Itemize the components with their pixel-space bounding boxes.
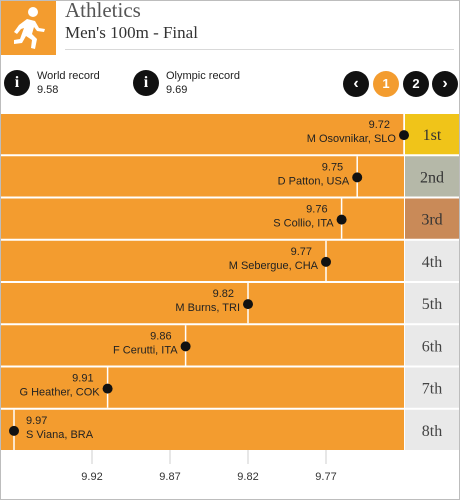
athlete-label: M Burns, TRI	[175, 302, 240, 314]
page-1-button[interactable]: 1	[373, 71, 399, 97]
time-marker-dot	[243, 299, 253, 310]
time-marker-dot	[399, 130, 409, 141]
info-icon[interactable]: i	[133, 70, 159, 96]
time-marker-dot	[102, 383, 113, 394]
axis-tick-label: 9.92	[81, 471, 102, 483]
result-bar	[1, 325, 404, 366]
place-label: 8th	[422, 423, 442, 440]
result-bar	[1, 409, 404, 450]
place-label: 5th	[422, 296, 442, 313]
header-divider	[65, 49, 454, 50]
result-bar	[1, 240, 404, 281]
athlete-label: S Viana, BRA	[26, 429, 94, 441]
time-label: 9.72	[369, 119, 390, 131]
olympic-record-label: Olympic record	[166, 70, 240, 82]
place-label: 7th	[422, 381, 442, 398]
prev-page-button[interactable]: ‹	[343, 71, 369, 97]
time-label: 9.91	[72, 373, 93, 385]
axis-tick-label: 9.77	[315, 471, 336, 483]
next-page-button[interactable]: ›	[432, 71, 458, 97]
place-badge	[405, 240, 459, 281]
place-badge	[405, 283, 459, 324]
place-label: 2nd	[420, 169, 444, 186]
athlete-label: M Sebergue, CHA	[229, 260, 319, 272]
place-label: 4th	[422, 254, 442, 271]
time-label: 9.77	[291, 246, 312, 258]
info-icon[interactable]: i	[4, 70, 30, 96]
axis-tick-label: 9.87	[159, 471, 180, 483]
place-label: 1st	[423, 127, 442, 144]
time-label: 9.82	[213, 288, 234, 300]
header: Athletics Men's 100m - Final	[0, 0, 460, 58]
place-badge	[405, 156, 459, 197]
place-badge	[405, 114, 459, 155]
axis-tick-label: 9.82	[237, 471, 258, 483]
runner-icon	[1, 1, 56, 55]
place-label: 3rd	[421, 212, 442, 229]
olympic-record-value: 9.69	[166, 84, 188, 96]
world-record-label: World record	[37, 70, 100, 82]
time-marker-dot	[9, 425, 19, 436]
time-marker-dot	[336, 214, 347, 225]
time-label: 9.86	[150, 330, 171, 342]
result-bar	[1, 283, 404, 324]
time-label: 9.76	[306, 204, 327, 216]
athlete-label: F Cerutti, ITA	[113, 344, 178, 356]
time-label: 9.97	[26, 415, 47, 427]
place-badge	[405, 409, 459, 450]
world-record-value: 9.58	[37, 84, 59, 96]
time-label: 9.75	[322, 161, 343, 173]
event-subtitle: Men's 100m - Final	[65, 23, 198, 42]
page-2-button[interactable]: 2	[403, 71, 429, 97]
athlete-label: S Collio, ITA	[273, 218, 334, 230]
time-marker-dot	[321, 256, 331, 267]
place-badge	[405, 325, 459, 366]
result-bar	[1, 114, 404, 155]
result-bar	[1, 156, 404, 197]
result-bar	[1, 367, 404, 408]
athlete-label: M Osovnikar, SLO	[307, 133, 397, 145]
place-label: 6th	[422, 338, 442, 355]
athlete-label: D Patton, USA	[278, 175, 350, 187]
page-title: Athletics	[65, 0, 141, 22]
time-marker-dot	[352, 172, 363, 183]
athlete-label: G Heather, COK	[20, 387, 101, 399]
place-badge	[405, 198, 459, 239]
time-marker-dot	[180, 341, 191, 352]
place-badge	[405, 367, 459, 408]
